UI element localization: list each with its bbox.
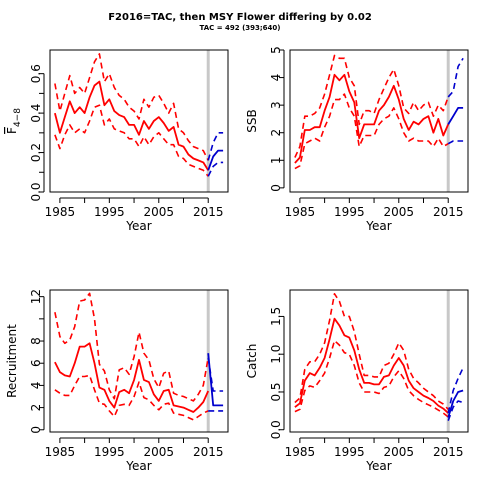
y-tick-label: 1.5 — [269, 307, 283, 326]
x-tick-label: 1985 — [285, 445, 316, 459]
x-tick-label: 2005 — [144, 205, 175, 219]
panel-recruitment: 1985 1995 2005 2015 Year 0 2 4 6 8 12 Recruitment — [5, 289, 229, 473]
series-line-historic-upper — [54, 53, 209, 161]
series-line-forecast-upper — [207, 357, 224, 392]
x-tick-label: 1985 — [45, 445, 76, 459]
series-line-historic-upper — [294, 292, 449, 410]
figure-title: F2016=TAC, then MSY Flower differing by … — [108, 12, 372, 23]
y-tick-label: 0.0 — [269, 420, 283, 439]
y-axis-label-main: Recruitment — [5, 324, 19, 398]
y-tick-label: 0 — [29, 426, 43, 434]
x-axis-label: Year — [125, 219, 151, 233]
y-tick-label: 2 — [29, 404, 43, 412]
series-line-historic-lower — [54, 374, 209, 421]
plot-frame — [289, 49, 469, 193]
series-line-historic-lower — [54, 104, 209, 177]
x-tick-label: 2015 — [433, 445, 464, 459]
series-line-forecast-lower — [207, 161, 224, 177]
plot-frame — [49, 49, 229, 193]
x-tick-label: 1995 — [94, 205, 125, 219]
x-tick-label: 1985 — [45, 205, 76, 219]
y-tick-label: 1.0 — [269, 345, 283, 364]
y-tick-label: 8 — [29, 337, 43, 345]
y-tick-label: 1 — [269, 156, 283, 164]
y-tick-label: 6 — [29, 359, 43, 367]
y-tick-label: 0 — [269, 184, 283, 192]
y-tick-label: 5 — [269, 46, 283, 54]
series-line-forecast-estimate — [447, 389, 464, 418]
y-tick-label: 0.4 — [29, 104, 43, 123]
series-line-historic-upper — [294, 54, 449, 158]
x-tick-label: 2015 — [193, 445, 224, 459]
x-tick-label: 2005 — [384, 445, 415, 459]
plot-frame — [49, 289, 229, 433]
panel-fishing-mortality: 1985 1995 2005 2015 Year 0.0 0.2 0.4 0.6 F4−8 — [5, 49, 229, 233]
x-tick-label: 1995 — [334, 445, 365, 459]
y-axis-label: Catch — [245, 344, 259, 379]
y-tick-label: 4 — [269, 74, 283, 82]
series-line-historic-estimate — [54, 80, 209, 171]
series-line-historic-estimate — [54, 342, 210, 413]
x-tick-label: 1995 — [94, 445, 125, 459]
series-line-historic-estimate — [294, 317, 449, 414]
panel-ssb: 1985 1995 2005 2015 Year 0 1 2 3 4 5 SSB — [245, 46, 469, 233]
series-line-forecast-estimate — [207, 149, 224, 171]
x-tick-label: 1995 — [334, 205, 365, 219]
plot-frame — [289, 289, 469, 433]
series-line-forecast-estimate — [447, 107, 464, 125]
series-line-historic-upper — [54, 292, 209, 402]
y-axis-label: F4−8 — [5, 108, 23, 134]
y-tick-label: 0.2 — [29, 143, 43, 162]
x-axis-label: Year — [365, 459, 391, 473]
series-line-forecast-estimate — [207, 353, 224, 407]
series-line-forecast-upper — [447, 367, 464, 414]
y-tick-label: 0.6 — [29, 64, 43, 83]
series-line-historic-lower — [294, 339, 449, 418]
x-tick-label: 2005 — [144, 445, 175, 459]
panel-catch: 1985 1995 2005 2015 Year 0.0 0.5 1.0 1.5 Catch — [245, 289, 469, 473]
x-tick-label: 2015 — [433, 205, 464, 219]
x-tick-label: 1985 — [285, 205, 316, 219]
y-axis-label-main: Catch — [245, 344, 259, 379]
y-tick-label: 3 — [269, 101, 283, 109]
y-tick-label: 2 — [269, 129, 283, 137]
series-line-forecast-lower — [447, 400, 464, 421]
x-axis-label: Year — [125, 459, 151, 473]
y-axis-label-main: SSB — [245, 109, 259, 132]
series-line-historic-lower — [294, 93, 449, 170]
y-axis-label-main: F — [5, 127, 19, 134]
series-line-forecast-upper — [447, 57, 464, 98]
y-axis-label: SSB — [245, 109, 259, 132]
series-line-forecast-lower — [447, 140, 464, 145]
series-line-forecast-upper — [207, 132, 224, 161]
y-tick-label: 0.0 — [29, 182, 43, 201]
x-axis-label: Year — [365, 219, 391, 233]
y-tick-label: 0.5 — [269, 382, 283, 401]
series-line-historic-estimate — [294, 73, 450, 164]
y-tick-label: 4 — [29, 382, 43, 390]
x-tick-label: 2015 — [193, 205, 224, 219]
y-axis-label-subscript: 4−8 — [13, 108, 23, 127]
y-tick-label: 12 — [29, 289, 43, 304]
x-tick-label: 2005 — [384, 205, 415, 219]
y-axis-label: Recruitment — [5, 324, 19, 398]
figure-subtitle: TAC = 492 (393;640) — [200, 24, 281, 32]
